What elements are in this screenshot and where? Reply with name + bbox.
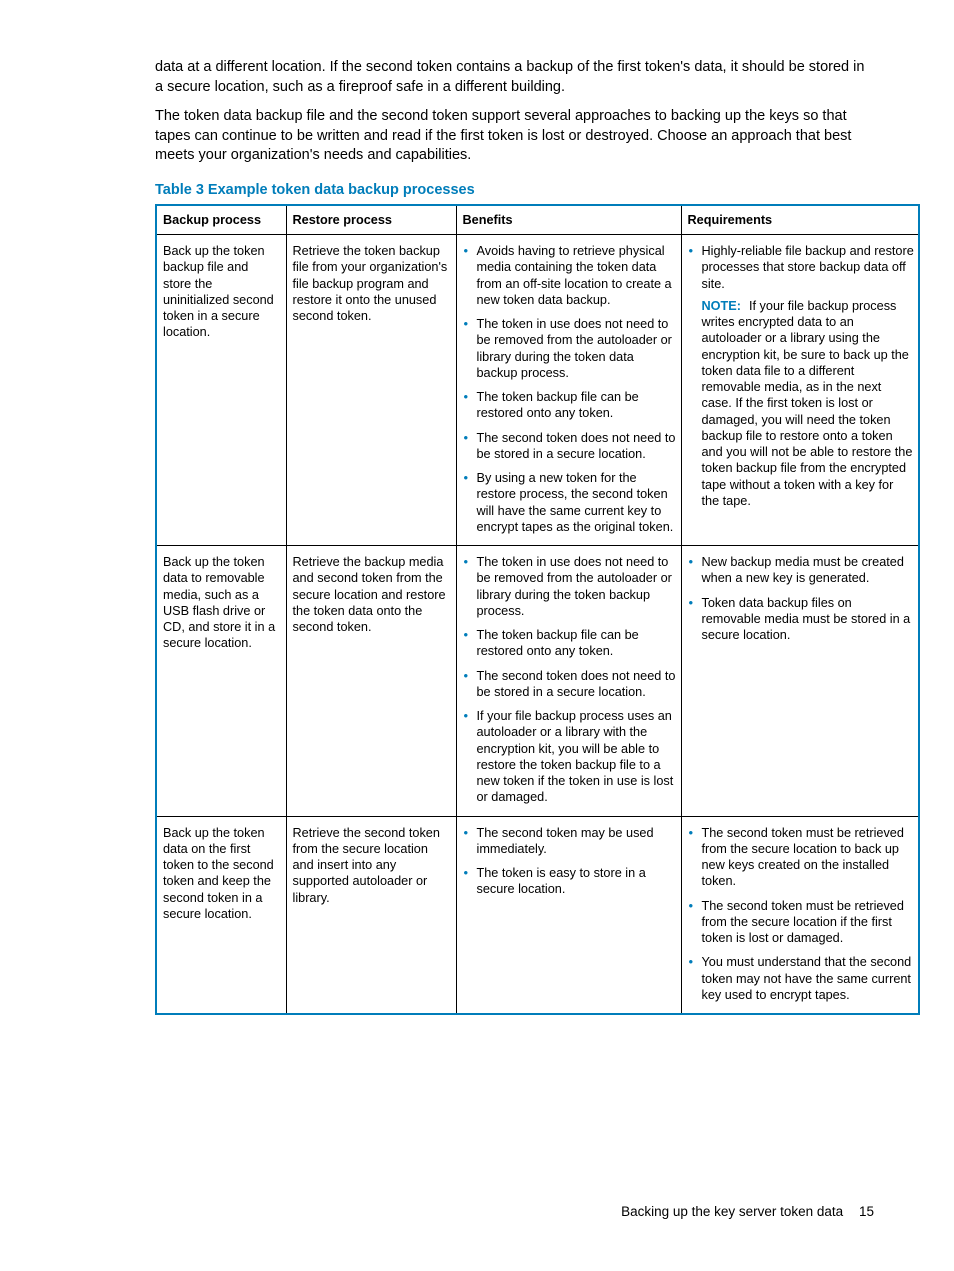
cell-restore: Retrieve the token backup file from your… <box>286 235 456 546</box>
requirements-list: Highly-reliable file backup and restore … <box>686 243 915 292</box>
intro-paragraph-1: data at a different location. If the sec… <box>155 58 874 97</box>
cell-backup: Back up the token backup file and store … <box>156 235 286 546</box>
list-item: The token is easy to store in a secure l… <box>461 865 677 898</box>
cell-requirements: The second token must be retrieved from … <box>681 816 919 1014</box>
cell-requirements: New backup media must be created when a … <box>681 546 919 817</box>
cell-restore: Retrieve the second token from the secur… <box>286 816 456 1014</box>
list-item: You must understand that the second toke… <box>686 954 915 1003</box>
table-row: Back up the token data on the first toke… <box>156 816 919 1014</box>
cell-backup: Back up the token data to removable medi… <box>156 546 286 817</box>
cell-backup: Back up the token data on the first toke… <box>156 816 286 1014</box>
note-label: NOTE: <box>702 299 749 313</box>
list-item: The token backup file can be restored on… <box>461 627 677 668</box>
list-item: The second token must be retrieved from … <box>686 825 915 898</box>
requirements-list: New backup media must be created when a … <box>686 554 915 643</box>
col-backup-process: Backup process <box>156 205 286 235</box>
benefits-list: The second token may be used immediately… <box>461 825 677 898</box>
col-requirements: Requirements <box>681 205 919 235</box>
list-item: The second token must be retrieved from … <box>686 898 915 955</box>
table-caption: Table 3 Example token data backup proces… <box>155 182 874 198</box>
cell-benefits: Avoids having to retrieve physical media… <box>456 235 681 546</box>
list-item: The token backup file can be restored on… <box>461 389 677 430</box>
list-item: The second token may be used immediately… <box>461 825 677 866</box>
cell-benefits: The token in use does not need to be rem… <box>456 546 681 817</box>
col-benefits: Benefits <box>456 205 681 235</box>
list-item: The token in use does not need to be rem… <box>461 554 677 627</box>
list-item: By using a new token for the restore pro… <box>461 470 677 535</box>
list-item: If your file backup process uses an auto… <box>461 708 677 806</box>
list-item: New backup media must be created when a … <box>686 554 915 595</box>
table-row: Back up the token backup file and store … <box>156 235 919 546</box>
list-item: The token in use does not need to be rem… <box>461 316 677 389</box>
note-block: NOTE:If your file backup process writes … <box>686 292 915 509</box>
list-item: The second token does not need to be sto… <box>461 668 677 709</box>
page-footer: Backing up the key server token data 15 <box>621 1204 874 1219</box>
page-container: data at a different location. If the sec… <box>0 0 954 1271</box>
table-row: Back up the token data to removable medi… <box>156 546 919 817</box>
note-rest: process writes encrypted data to an auto… <box>702 299 913 508</box>
token-backup-table: Backup process Restore process Benefits … <box>155 204 920 1015</box>
list-item: Avoids having to retrieve physical media… <box>461 243 677 316</box>
benefits-list: Avoids having to retrieve physical media… <box>461 243 677 535</box>
list-item: The second token does not need to be sto… <box>461 430 677 471</box>
intro-paragraph-2: The token data backup file and the secon… <box>155 107 874 166</box>
requirements-list: The second token must be retrieved from … <box>686 825 915 1004</box>
table-header-row: Backup process Restore process Benefits … <box>156 205 919 235</box>
list-item: Highly-reliable file backup and restore … <box>686 243 915 292</box>
cell-requirements: Highly-reliable file backup and restore … <box>681 235 919 546</box>
list-item: Token data backup files on removable med… <box>686 595 915 644</box>
page-number: 15 <box>847 1204 874 1219</box>
col-restore-process: Restore process <box>286 205 456 235</box>
benefits-list: The token in use does not need to be rem… <box>461 554 677 806</box>
footer-text: Backing up the key server token data <box>621 1204 843 1219</box>
cell-restore: Retrieve the backup media and second tok… <box>286 546 456 817</box>
note-lead: If your file backup <box>749 299 848 313</box>
cell-benefits: The second token may be used immediately… <box>456 816 681 1014</box>
